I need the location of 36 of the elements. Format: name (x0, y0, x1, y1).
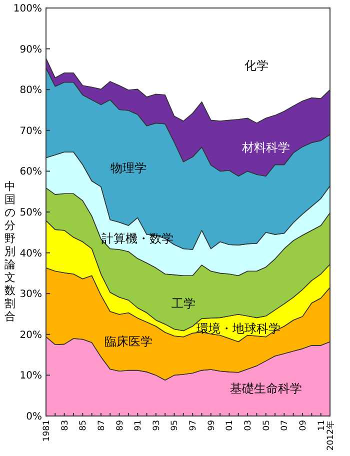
x-tick-label: 2012年 (324, 420, 336, 451)
x-tick-label: 03 (244, 420, 254, 431)
text: 中国の分野別論文数割合 (4, 180, 16, 323)
x-tick-label: 97 (188, 420, 199, 431)
y-tick-label: 40% (20, 248, 42, 260)
y-tick-label: 10% (20, 370, 42, 382)
y-tick-label: 100% (13, 4, 42, 14)
x-tick-label: 05 (262, 420, 272, 431)
x-tick-label: 01 (225, 420, 236, 431)
y-tick-label: 50% (20, 208, 42, 218)
x-tick-label: 93 (152, 420, 162, 431)
y-tick-label: 90% (20, 44, 42, 56)
x-tick-label: 91 (134, 420, 144, 431)
x-tick-label: 95 (170, 420, 180, 431)
x-tick-label: 85 (78, 420, 89, 431)
series-label: 材料科学 (240, 140, 290, 154)
series-label: 基礎生命科学 (230, 382, 302, 396)
x-tick-label: 09 (298, 420, 308, 431)
y-tick-label: 0% (26, 412, 42, 422)
y-tick-label: 20% (20, 330, 42, 341)
y-tick-label: 70% (20, 126, 42, 137)
x-tick-label: 83 (60, 420, 70, 431)
x-tick-label: 89 (115, 420, 126, 431)
y-tick-label: 30% (20, 289, 42, 300)
x-tick-label: 99 (206, 420, 217, 431)
x-tick-label: 07 (280, 420, 290, 431)
series-label: 化学 (244, 58, 269, 73)
series-label: 物理学 (110, 161, 146, 176)
series-label: 工学 (171, 296, 196, 310)
series-label: 環境・地球科学 (196, 321, 280, 336)
x-tick-label: 11 (316, 420, 327, 431)
series-label: 臨床医学 (104, 334, 152, 349)
y-tick-label: 60% (20, 166, 42, 178)
x-tick-label: 1981 (42, 420, 52, 442)
x-tick-label: 87 (96, 420, 107, 431)
y-tick-label: 80% (20, 85, 42, 96)
